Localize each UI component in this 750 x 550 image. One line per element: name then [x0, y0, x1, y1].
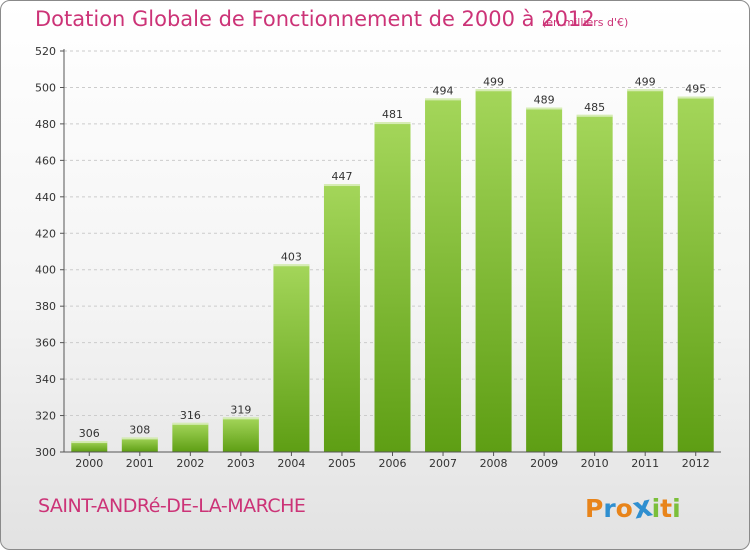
x-tick-label: 2005	[328, 457, 356, 470]
logo-letter: r	[603, 494, 616, 523]
bars: 306 308 316 319 403 447 481 494 499 489 485 499 495	[71, 75, 714, 453]
value-label: 403	[281, 250, 302, 263]
x-tick-label: 2001	[126, 457, 154, 470]
value-label: 316	[180, 409, 201, 422]
bar-highlight	[172, 422, 209, 425]
value-label: 481	[382, 108, 403, 121]
commune-name: SAINT-ANDRé-DE-LA-MARCHE	[38, 495, 306, 517]
y-tick-label: 340	[35, 373, 56, 386]
bar-2001	[121, 437, 158, 452]
x-tick-label: 2012	[682, 457, 710, 470]
value-label: 308	[129, 423, 150, 436]
y-tick-label: 300	[35, 446, 56, 459]
value-label: 485	[584, 101, 605, 114]
y-tick-label: 360	[35, 337, 56, 350]
value-label: 499	[483, 75, 504, 88]
logo-letter: i	[651, 494, 661, 523]
x-tick-label: 2011	[631, 457, 659, 470]
bar-highlight	[627, 89, 664, 92]
value-label: 499	[635, 75, 656, 88]
bar-highlight	[374, 122, 411, 125]
bar-2003	[222, 417, 259, 452]
x-tick-label: 2006	[379, 457, 407, 470]
bar-2004	[273, 264, 310, 452]
x-tick-label: 2009	[530, 457, 558, 470]
value-label: 489	[534, 94, 555, 107]
x-tick-label: 2004	[277, 457, 305, 470]
value-label: 319	[230, 403, 251, 416]
value-label: 306	[79, 427, 100, 440]
value-label: 495	[685, 83, 706, 96]
bar-highlight	[323, 184, 360, 187]
bar-2012	[677, 96, 714, 453]
bar-highlight	[425, 98, 462, 101]
x-tick-label: 2008	[480, 457, 508, 470]
bar-2007	[425, 98, 462, 453]
bar-highlight	[222, 417, 259, 420]
x-tick-label: 2002	[176, 457, 204, 470]
axes: 300 320 340 360 380 400 420 440 460 480 500 520 2000…	[35, 45, 721, 470]
bar-2011	[627, 89, 664, 452]
y-tick-label: 440	[35, 191, 56, 204]
bar-2002	[172, 422, 209, 452]
y-tick-label: 480	[35, 118, 56, 131]
bar-highlight	[121, 437, 158, 440]
x-tick-label: 2010	[581, 457, 609, 470]
value-label: 494	[433, 84, 454, 97]
y-tick-label: 380	[35, 300, 56, 313]
bar-highlight	[576, 114, 613, 117]
bar-2006	[374, 122, 411, 452]
y-tick-label: 460	[35, 154, 56, 167]
bar-highlight	[273, 264, 310, 267]
y-tick-label: 520	[35, 45, 56, 58]
proxiti-logo: Proxiti	[585, 488, 681, 525]
logo-letter: P	[585, 494, 604, 523]
bar-highlight	[526, 107, 563, 110]
bar-highlight	[71, 441, 108, 444]
bar-2010	[576, 114, 613, 452]
bar-2009	[526, 107, 563, 452]
y-tick-label: 320	[35, 410, 56, 423]
x-tick-label: 2003	[227, 457, 255, 470]
bar-2008	[475, 89, 512, 452]
bar-highlight	[677, 96, 714, 99]
chart-title: Dotation Globale de Fonctionnement de 20…	[35, 7, 595, 31]
bar-2000	[71, 441, 108, 452]
y-tick-label: 420	[35, 227, 56, 240]
x-tick-label: 2007	[429, 457, 457, 470]
y-tick-label: 400	[35, 264, 56, 277]
x-tick-label: 2000	[75, 457, 103, 470]
bar-2005	[323, 184, 360, 453]
logo-letter: t	[660, 494, 673, 523]
logo-letter: o	[615, 494, 633, 523]
chart-subtitle: (en milliers d'€)	[542, 16, 629, 29]
value-label: 447	[331, 170, 352, 183]
y-tick-label: 500	[35, 81, 56, 94]
bar-highlight	[475, 89, 512, 92]
logo-letter: i	[672, 494, 681, 523]
